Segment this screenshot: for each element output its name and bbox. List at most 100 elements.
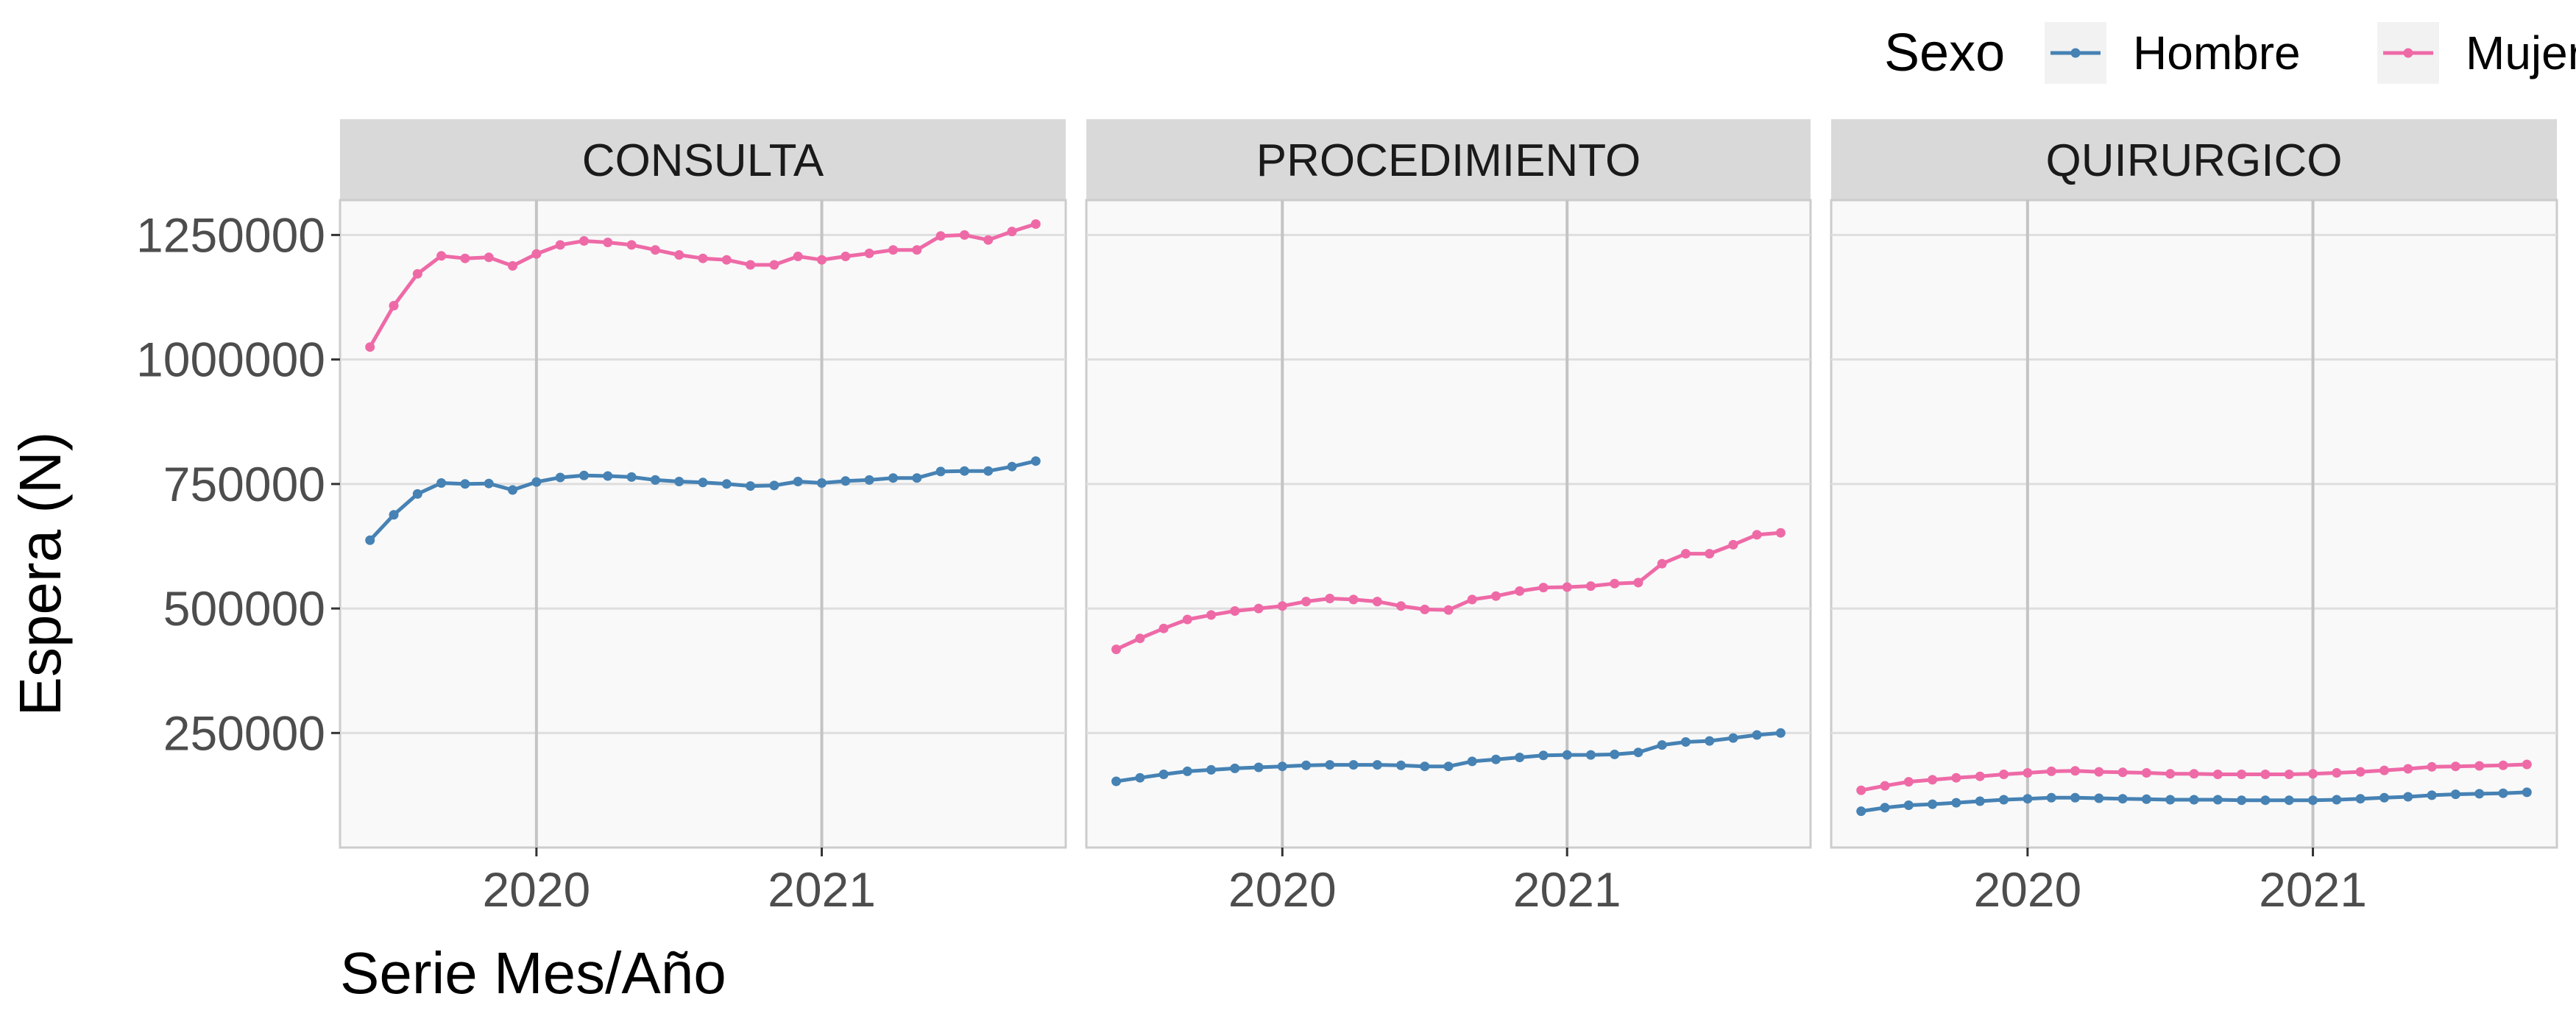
data-point-hombre — [817, 478, 827, 488]
data-point-mujer — [531, 249, 542, 259]
data-point-mujer — [1775, 528, 1786, 538]
data-point-hombre — [2117, 794, 2128, 804]
facet-label: QUIRURGICO — [2046, 135, 2343, 186]
y-tick-label: 250000 — [163, 706, 325, 760]
data-point-mujer — [1585, 581, 1596, 592]
data-point-hombre — [1928, 799, 1938, 809]
data-point-hombre — [579, 470, 589, 480]
data-point-hombre — [888, 473, 898, 483]
x-tick-label: 2020 — [482, 862, 590, 917]
data-point-mujer — [650, 245, 660, 255]
data-point-mujer — [1182, 614, 1192, 625]
data-point-hombre — [1515, 753, 1525, 762]
data-point-hombre — [2189, 795, 2199, 805]
data-point-mujer — [2355, 767, 2366, 777]
data-point-hombre — [1030, 456, 1041, 466]
data-point-mujer — [959, 230, 969, 240]
data-point-mujer — [674, 250, 684, 260]
data-point-mujer — [935, 231, 946, 241]
data-point-mujer — [1752, 530, 1762, 540]
data-point-hombre — [1182, 766, 1192, 776]
data-point-mujer — [2450, 761, 2460, 772]
data-point-hombre — [2450, 789, 2460, 800]
data-point-hombre — [2284, 795, 2294, 806]
data-point-mujer — [460, 253, 470, 263]
data-point-hombre — [389, 510, 399, 520]
panel-background — [1085, 199, 1812, 849]
legend: Sexo Hombre Mujer — [1884, 22, 2576, 84]
data-point-mujer — [2094, 767, 2104, 777]
data-point-hombre — [674, 477, 684, 486]
data-point-mujer — [1111, 644, 1122, 655]
panel-quirurgico: QUIRURGICO 2020 2021 — [1830, 119, 2558, 917]
data-point-hombre — [2498, 788, 2508, 798]
data-point-hombre — [1856, 806, 1866, 817]
data-point-hombre — [698, 477, 708, 488]
data-point-mujer — [1728, 539, 1738, 550]
data-point-mujer — [603, 238, 613, 247]
y-tick-label: 1250000 — [136, 207, 325, 262]
data-point-mujer — [436, 251, 447, 261]
y-tick-label: 1000000 — [136, 333, 325, 387]
data-point-hombre — [841, 476, 851, 486]
facet-strip — [1086, 119, 1811, 200]
data-point-hombre — [983, 466, 994, 476]
data-point-hombre — [2522, 787, 2532, 798]
data-point-hombre — [2260, 795, 2271, 806]
data-point-hombre — [1111, 776, 1122, 786]
data-point-hombre — [1951, 798, 1961, 808]
facet-strip — [1831, 119, 2557, 200]
data-point-hombre — [1007, 461, 1017, 472]
data-point-mujer — [1301, 597, 1312, 607]
data-point-hombre — [1491, 754, 1501, 764]
data-point-mujer — [2212, 770, 2223, 779]
data-point-hombre — [1562, 750, 1572, 760]
data-point-hombre — [1752, 730, 1762, 740]
data-point-hombre — [2165, 795, 2176, 805]
data-point-mujer — [1443, 605, 1454, 615]
data-point-hombre — [935, 466, 946, 477]
data-point-hombre — [1301, 760, 1312, 770]
y-axis-title: Espera (N) — [7, 432, 73, 717]
data-point-hombre — [1206, 764, 1217, 775]
data-point-mujer — [1030, 219, 1041, 229]
data-point-mujer — [2403, 764, 2413, 774]
data-point-mujer — [508, 260, 517, 271]
x-tick-label: 2021 — [1513, 862, 1621, 917]
data-point-hombre — [1585, 750, 1596, 760]
data-point-hombre — [2308, 795, 2318, 806]
data-point-hombre — [1999, 795, 2009, 805]
data-point-hombre — [1657, 740, 1667, 750]
data-point-hombre — [2212, 795, 2223, 805]
data-point-hombre — [555, 472, 565, 483]
data-point-mujer — [1491, 591, 1501, 601]
data-point-hombre — [1610, 749, 1620, 759]
data-point-mujer — [484, 252, 494, 263]
data-point-hombre — [959, 466, 969, 476]
data-point-hombre — [508, 485, 517, 495]
data-point-mujer — [1975, 771, 1985, 781]
data-point-mujer — [1538, 583, 1549, 593]
data-point-mujer — [888, 245, 898, 255]
data-point-hombre — [2023, 794, 2033, 804]
data-point-mujer — [841, 252, 851, 261]
x-tick-label: 2020 — [1973, 862, 2081, 917]
data-point-hombre — [484, 478, 494, 489]
data-point-mujer — [721, 255, 732, 265]
data-point-mujer — [698, 253, 708, 263]
data-point-mujer — [2189, 769, 2199, 779]
data-point-mujer — [1880, 781, 1890, 791]
data-point-hombre — [1158, 770, 1169, 779]
legend-title: Sexo — [1884, 24, 2005, 82]
data-point-hombre — [1975, 796, 1985, 806]
data-point-mujer — [1633, 578, 1643, 588]
data-point-mujer — [1372, 597, 1382, 607]
data-point-hombre — [531, 477, 542, 487]
data-point-hombre — [2237, 795, 2247, 806]
data-point-hombre — [460, 479, 470, 489]
data-point-hombre — [912, 473, 922, 483]
legend-point-mujer — [2403, 48, 2413, 58]
data-point-mujer — [1856, 785, 1866, 795]
data-point-hombre — [2355, 794, 2366, 804]
data-point-mujer — [1467, 594, 1477, 605]
